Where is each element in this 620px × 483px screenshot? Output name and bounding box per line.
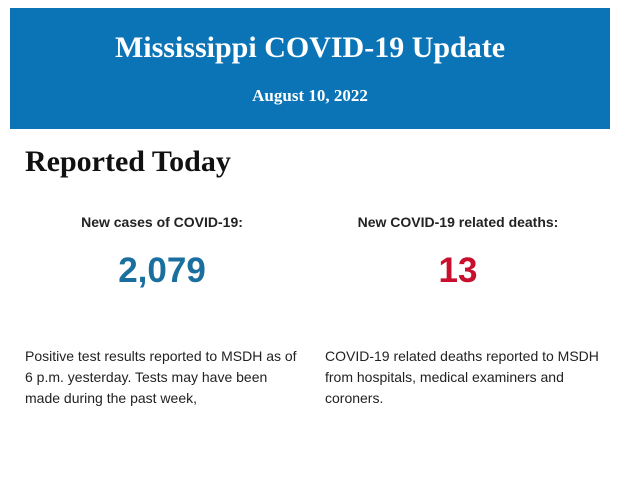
page-title: Mississippi COVID-19 Update [114,31,506,64]
new-deaths-label: New COVID-19 related deaths: [357,214,559,230]
update-date: August 10, 2022 [252,86,368,105]
new-cases-description: Positive test results reported to MSDH a… [25,348,297,406]
new-deaths-description: COVID-19 related deaths reported to MSDH… [325,348,599,406]
new-cases-value: 2,079 [118,251,206,290]
section-heading: Reported Today [25,145,231,178]
new-cases-label: New cases of COVID-19: [81,214,243,230]
header-banner: Mississippi COVID-19 Update August 10, 2… [10,8,610,129]
new-deaths-value: 13 [438,251,478,290]
